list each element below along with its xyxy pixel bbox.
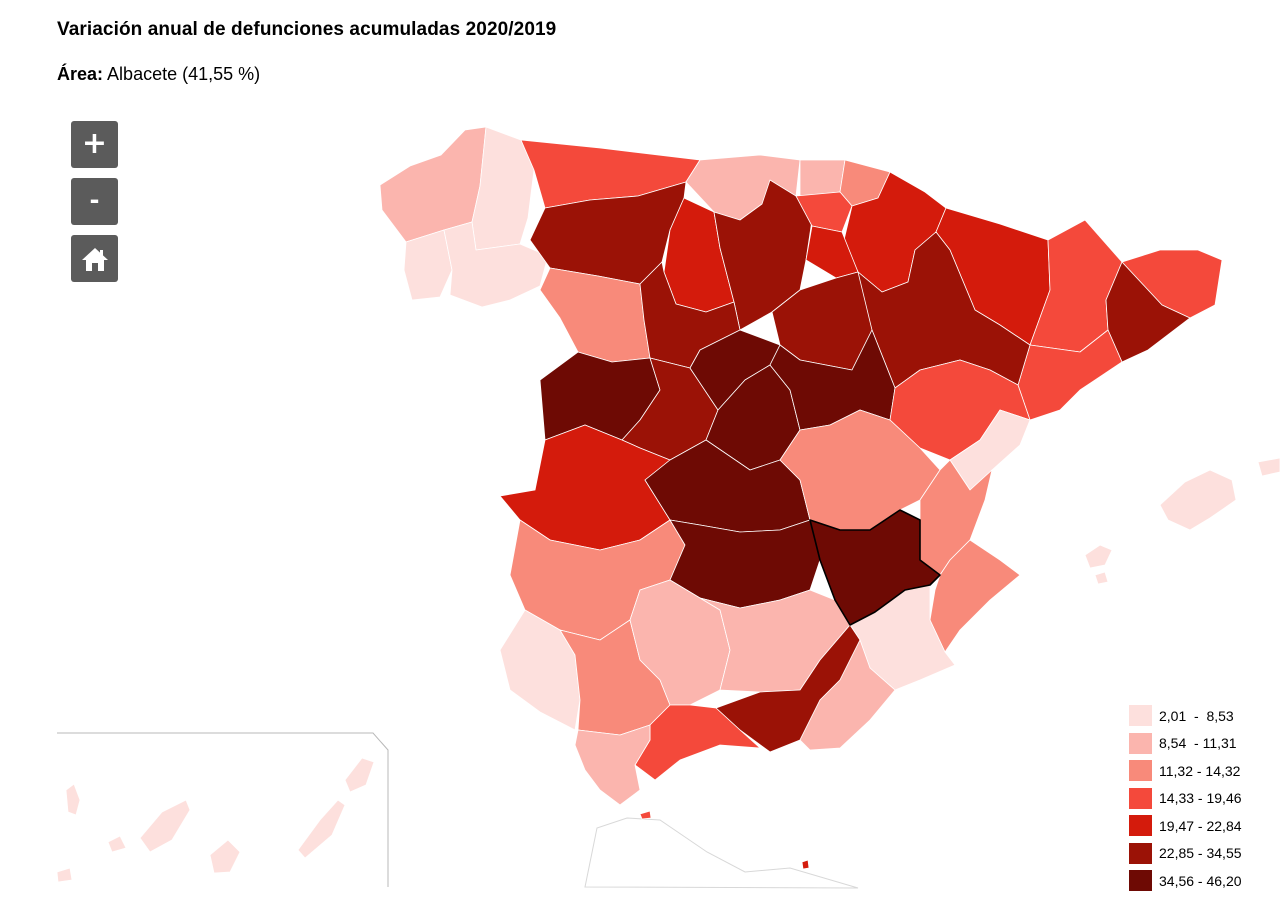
province-almeria[interactable] — [799, 639, 896, 751]
legend-label: 11,32 - 14,32 — [1159, 762, 1241, 779]
province-alava[interactable] — [795, 191, 853, 233]
legend-label: 22,85 - 34,55 — [1159, 845, 1242, 862]
legend-swatch — [1129, 842, 1152, 864]
legend-item: 14,33 - 19,46 — [1129, 785, 1242, 813]
province-canarias-la-palma[interactable] — [65, 783, 81, 816]
canary-inset-frame — [57, 732, 389, 887]
province-canarias-el-hierro[interactable] — [56, 867, 73, 883]
province-ourense[interactable] — [443, 221, 549, 308]
province-ceuta[interactable] — [639, 810, 652, 820]
map-title: Variación anual de defunciones acumulada… — [57, 19, 557, 40]
legend-label: 8,54 - 11,31 — [1159, 735, 1237, 752]
home-button[interactable] — [71, 235, 118, 282]
province-albacete[interactable] — [809, 509, 941, 626]
province-baleares-menorca[interactable] — [1257, 457, 1280, 477]
legend-item: 2,01 - 8,53 — [1129, 702, 1242, 730]
province-melilla[interactable] — [801, 859, 810, 870]
plus-icon: + — [81, 125, 108, 161]
province-pontevedra[interactable] — [403, 229, 453, 301]
legend-item: 11,32 - 14,32 — [1129, 757, 1242, 785]
legend-item: 19,47 - 22,84 — [1129, 812, 1242, 840]
province-alicante[interactable] — [929, 539, 1021, 653]
legend-label: 14,33 - 19,46 — [1159, 790, 1242, 807]
province-cuenca[interactable] — [779, 409, 941, 531]
legend-swatch — [1129, 787, 1152, 809]
zoom-in-button[interactable]: + — [71, 121, 118, 168]
province-bizkaia[interactable] — [799, 159, 846, 197]
selected-area-info: Área: Albacete (41,55 %) — [57, 64, 260, 85]
province-canarias-fuerteventura[interactable] — [297, 799, 346, 859]
legend-swatch — [1129, 815, 1152, 837]
province-canarias-tenerife[interactable] — [139, 799, 191, 853]
legend-swatch — [1129, 732, 1152, 754]
legend-label: 19,47 - 22,84 — [1159, 817, 1242, 834]
legend-swatch — [1129, 870, 1152, 892]
legend-item: 8,54 - 11,31 — [1129, 730, 1242, 758]
province-baleares-formentera[interactable] — [1094, 571, 1109, 585]
province-leon[interactable] — [529, 181, 687, 285]
province-baleares-ibiza[interactable] — [1084, 544, 1113, 569]
area-label: Área: — [57, 64, 104, 84]
area-value: Albacete (41,55 %) — [107, 64, 261, 84]
province-canarias-la-gomera[interactable] — [107, 835, 127, 853]
province-canarias-lanzarote[interactable] — [344, 757, 375, 793]
legend-item: 22,85 - 34,55 — [1129, 840, 1242, 868]
zoom-out-button[interactable]: - — [71, 178, 118, 225]
province-cadiz[interactable] — [574, 724, 651, 806]
north-africa-outline — [584, 817, 859, 889]
legend-swatch — [1129, 705, 1152, 727]
province-baleares-mallorca[interactable] — [1159, 469, 1237, 531]
province-canarias-gran-canaria[interactable] — [209, 839, 241, 874]
legend-label: 2,01 - 8,53 — [1159, 707, 1234, 724]
home-icon — [81, 247, 108, 271]
legend-label: 34,56 - 46,20 — [1159, 872, 1242, 889]
legend: 2,01 - 8,53 8,54 - 11,31 11,32 - 14,32 14,3… — [1129, 702, 1242, 895]
legend-item: 34,56 - 46,20 — [1129, 867, 1242, 895]
legend-swatch — [1129, 760, 1152, 782]
minus-icon: - — [89, 186, 100, 214]
